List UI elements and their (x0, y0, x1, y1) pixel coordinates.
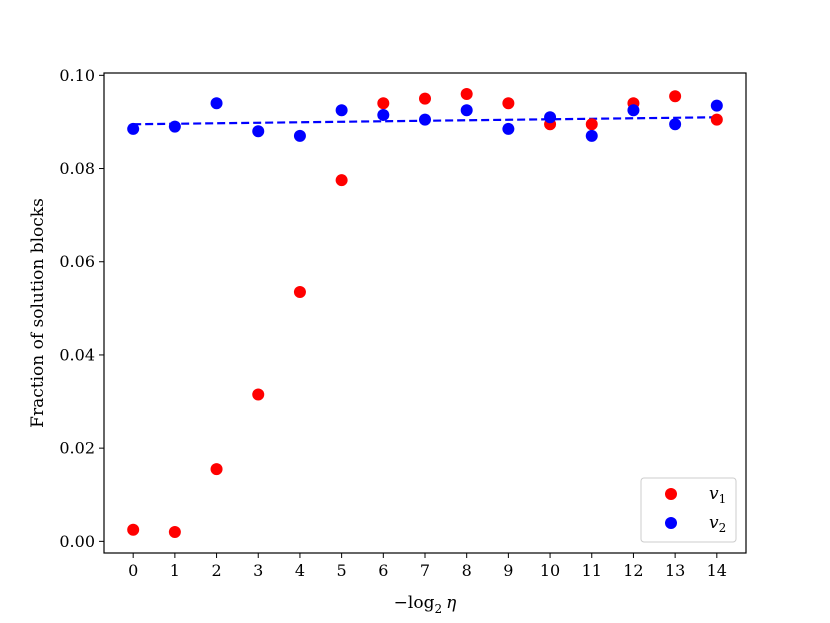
x-tick-label: 8 (462, 561, 472, 580)
data-point-v2 (419, 113, 431, 126)
data-point-v1 (710, 113, 723, 126)
axis-ticks: 0 1 2 3 4 5 6 7 8 9 10 11 12 13 140.000.020.040.060.08… (59, 66, 727, 580)
legend: v1 v2 (640, 477, 737, 543)
legend-label-v1: v1 (709, 484, 726, 506)
x-tick-label: 5 (337, 561, 347, 580)
data-point-v1 (168, 526, 181, 539)
data-point-v2 (377, 108, 390, 121)
x-axis-label-sub: 2 (434, 602, 442, 616)
y-tick-label: 0.08 (59, 159, 95, 178)
x-tick-label: 12 (623, 561, 643, 580)
legend-marker-v2 (665, 517, 677, 529)
x-tick-label: 13 (665, 561, 685, 580)
legend-marker-v1 (665, 488, 677, 500)
plot-frame (103, 72, 747, 554)
data-point-v2 (127, 122, 140, 135)
x-tick-label: 9 (503, 561, 513, 580)
data-point-v2 (669, 118, 682, 131)
data-point-v1 (293, 286, 306, 299)
x-tick-label: 10 (540, 561, 560, 580)
data-point-v2 (502, 122, 515, 135)
y-tick-label: 0.04 (59, 345, 95, 364)
y-tick-label: 0.02 (59, 439, 95, 458)
x-tick-label: 3 (253, 561, 263, 580)
x-tick-label: 2 (211, 561, 221, 580)
data-point-v2 (252, 125, 265, 138)
data-point-v2 (585, 129, 598, 142)
legend-label-v1-sub: 1 (719, 492, 727, 506)
y-tick-label: 0.10 (59, 66, 95, 85)
data-point-v2 (544, 111, 557, 124)
x-tick-label: 0 (128, 561, 138, 580)
x-tick-label: 6 (378, 561, 388, 580)
data-point-v1 (669, 90, 682, 103)
legend-label-v1-name: v (709, 484, 719, 504)
data-point-v1 (335, 174, 348, 187)
data-point-v1 (377, 97, 390, 110)
data-point-v1 (127, 523, 140, 536)
data-point-v2 (460, 104, 473, 117)
data-point-v1 (460, 87, 473, 100)
data-point-v1 (419, 92, 431, 105)
data-point-v2 (627, 104, 640, 117)
data-point-v2 (335, 104, 348, 117)
x-axis-label-main: −log (394, 593, 435, 613)
data-point-v1 (502, 97, 515, 110)
y-axis-label: Fraction of solution blocks (28, 198, 48, 428)
legend-label-v2-name: v (709, 513, 719, 533)
legend-label-v2: v2 (709, 513, 726, 535)
data-point-v2 (210, 97, 223, 110)
data-point-v2 (293, 129, 306, 142)
x-tick-label: 1 (170, 561, 180, 580)
x-tick-label: 7 (420, 561, 430, 580)
x-axis-label-var: η (446, 593, 457, 613)
data-point-v2 (710, 99, 723, 112)
x-tick-label: 4 (295, 561, 305, 580)
x-tick-label: 11 (582, 561, 602, 580)
data-point-v2 (168, 120, 181, 133)
data-point-v1 (585, 118, 598, 131)
x-axis-label: −log2 η (394, 593, 457, 616)
data-point-v1 (252, 388, 265, 401)
data-point-v1 (210, 463, 223, 476)
x-tick-label: 14 (707, 561, 727, 580)
y-tick-label: 0.00 (59, 532, 95, 551)
data-points (127, 87, 723, 539)
y-tick-label: 0.06 (59, 252, 95, 271)
legend-box (640, 477, 737, 543)
legend-label-v2-sub: 2 (719, 521, 727, 535)
